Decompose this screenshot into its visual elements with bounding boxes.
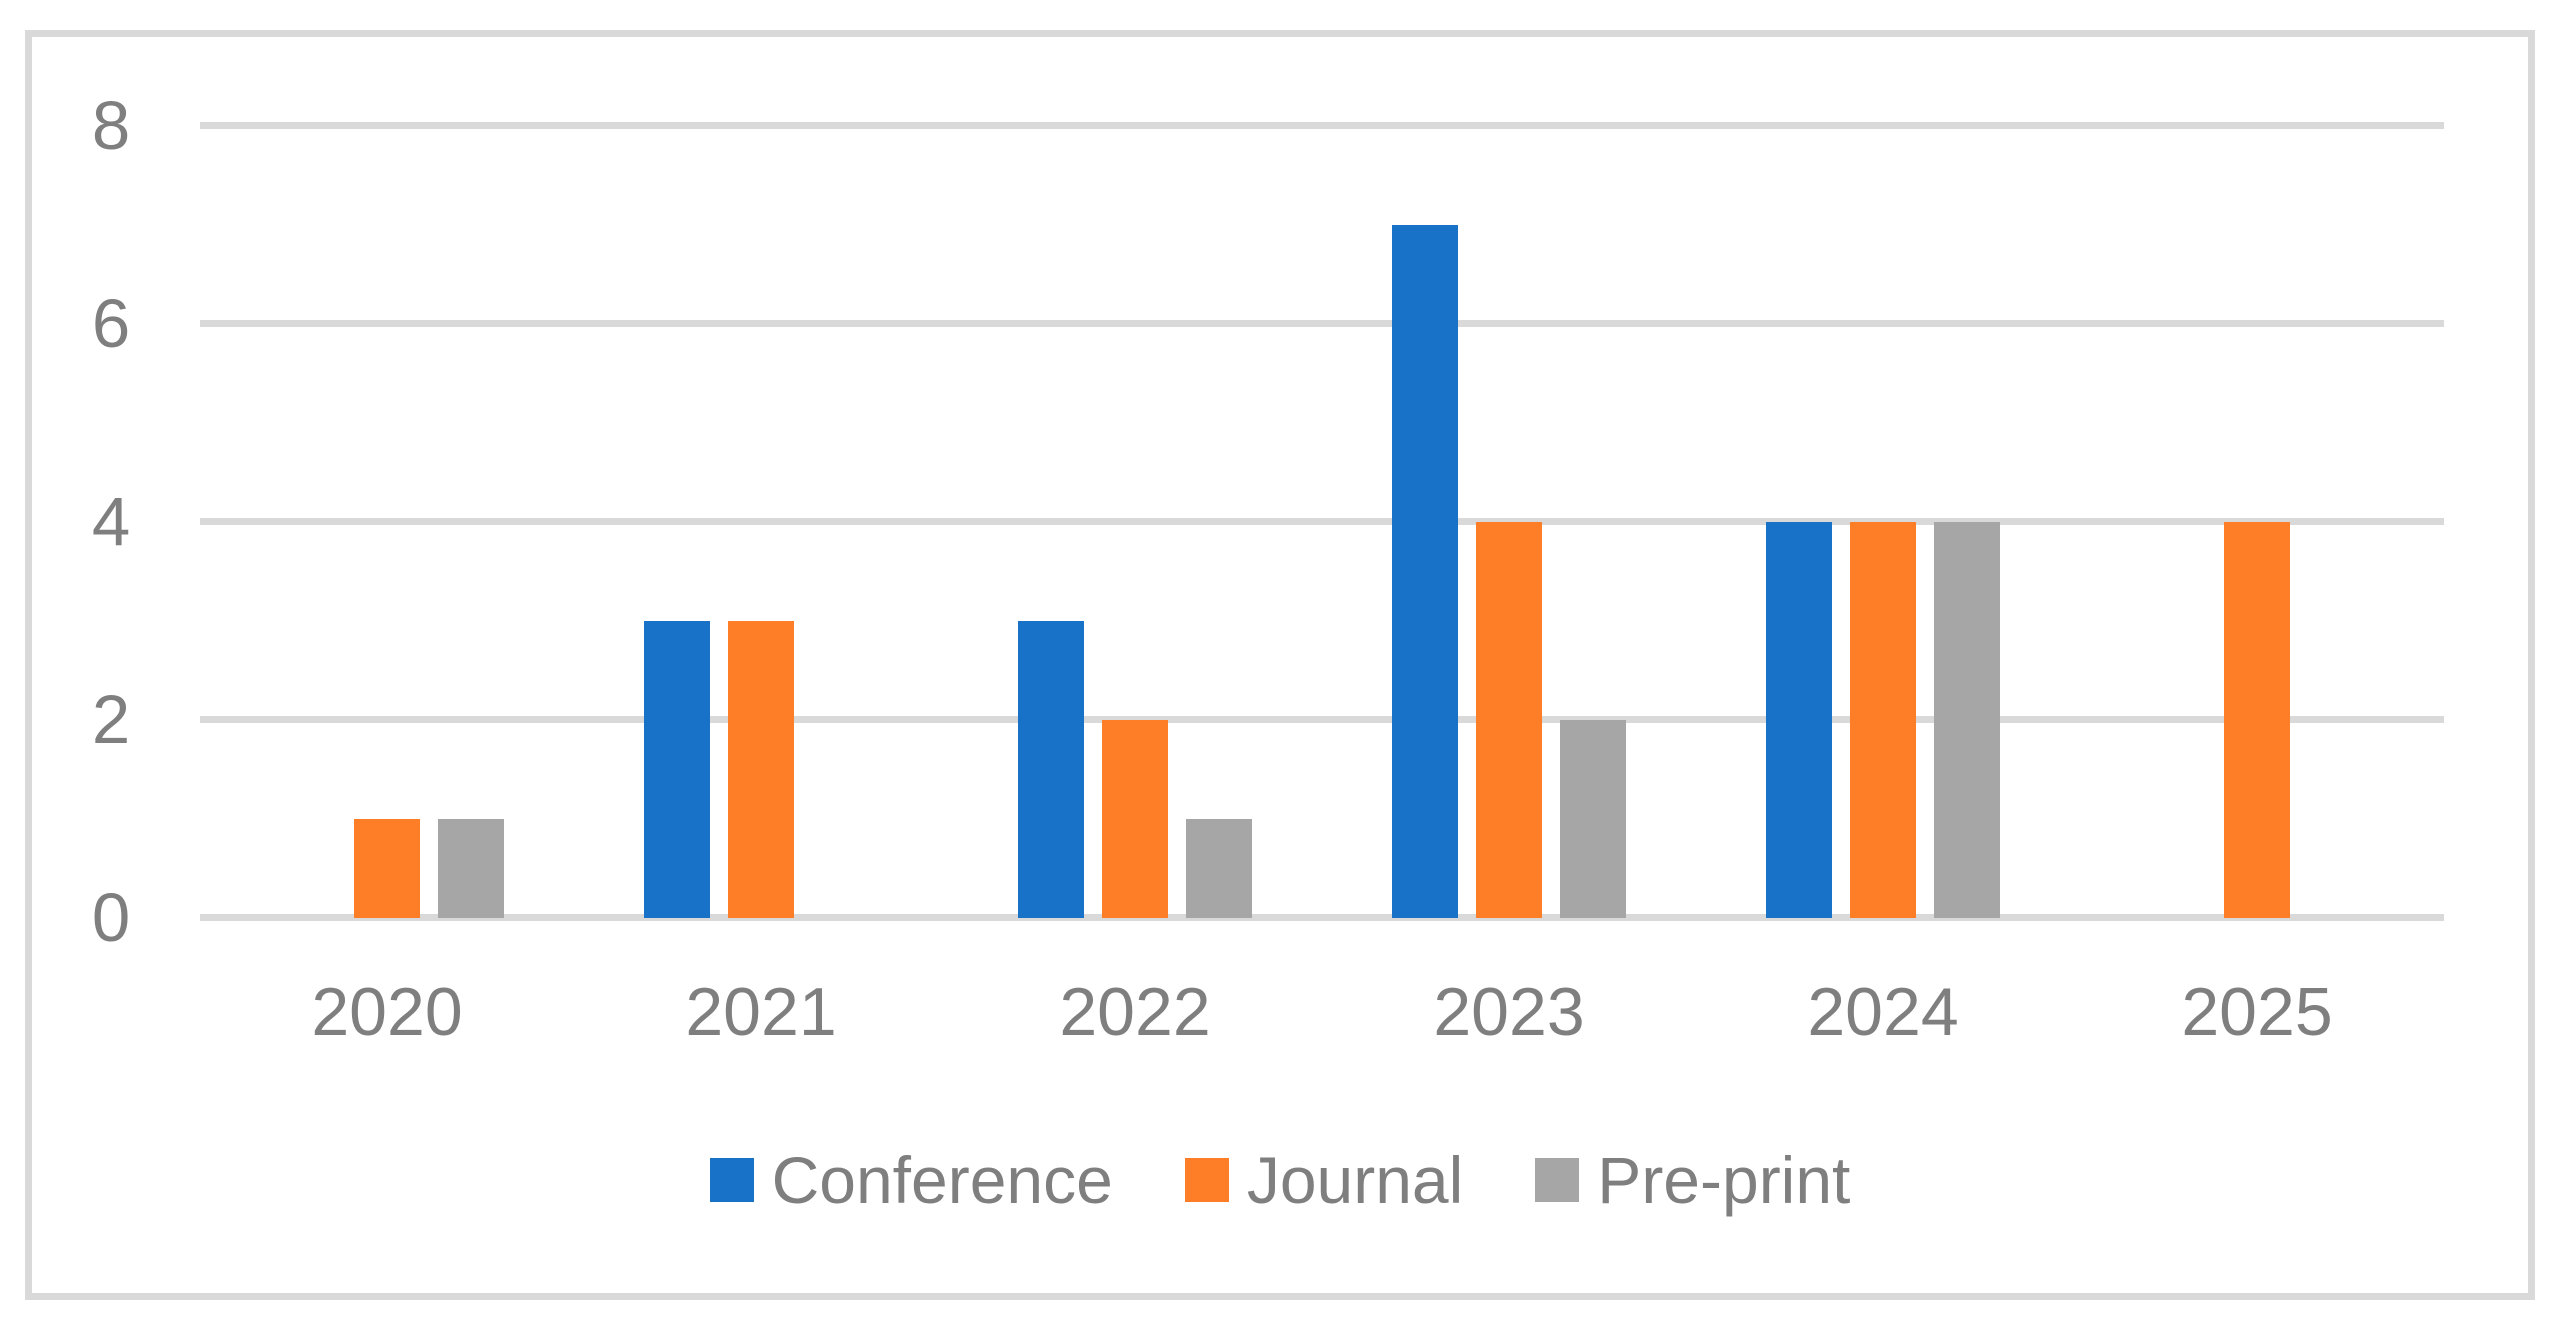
legend-swatch-journal — [1184, 1158, 1229, 1202]
gridline-4 — [200, 518, 2444, 525]
y-tick-label-2: 2 — [91, 681, 131, 758]
bar-pre-print-2024 — [1934, 522, 2000, 918]
legend-swatch-conference — [709, 1158, 754, 1202]
bar-groups — [200, 126, 2444, 918]
x-tick-label-2022: 2022 — [1059, 974, 1211, 1050]
legend-label-conference: Conference — [771, 1143, 1113, 1217]
bar-journal-2020 — [354, 819, 420, 918]
bar-journal-2023 — [1476, 522, 1542, 918]
legend: Conference Journal Pre-print — [25, 1145, 2535, 1215]
legend-item-pre-print: Pre-print — [1535, 1145, 1850, 1215]
legend-item-journal: Journal — [1184, 1143, 1464, 1217]
y-axis: 0 2 4 6 8 — [61, 89, 161, 955]
x-axis: 2020 2021 2022 2023 2024 2025 — [200, 972, 2444, 1052]
gridline-0 — [200, 914, 2444, 921]
bar-journal-2024 — [1850, 522, 1916, 918]
bar-pre-print-2022 — [1186, 819, 1252, 918]
bar-conference-2023 — [1392, 225, 1458, 918]
bar-conference-2022 — [1018, 621, 1084, 918]
bar-pre-print-2020 — [438, 819, 504, 918]
bar-group-2025 — [2070, 126, 2444, 918]
bar-group-2022 — [948, 126, 1322, 918]
y-tick-label-4: 4 — [91, 483, 131, 560]
bar-journal-2021 — [728, 621, 794, 918]
bar-group-2023 — [1322, 126, 1696, 918]
y-tick-label-8: 8 — [91, 87, 131, 164]
gridline-8 — [200, 122, 2444, 129]
legend-label-pre-print: Pre-print — [1597, 1143, 1851, 1217]
x-tick-label-2023: 2023 — [1433, 974, 1585, 1050]
bar-journal-2022 — [1102, 720, 1168, 918]
bar-group-2021 — [574, 126, 948, 918]
bar-group-2020 — [200, 126, 574, 918]
legend-item-conference: Conference — [709, 1143, 1113, 1217]
gridline-6 — [200, 320, 2444, 327]
x-tick-label-2020: 2020 — [311, 974, 463, 1050]
bar-pre-print-2023 — [1560, 720, 1626, 918]
bar-conference-2024 — [1766, 522, 1832, 918]
x-tick-label-2021: 2021 — [685, 974, 837, 1050]
legend-label-journal: Journal — [1246, 1143, 1464, 1217]
bar-conference-2021 — [644, 621, 710, 918]
x-tick-label-2024: 2024 — [1807, 974, 1959, 1050]
y-tick-label-0: 0 — [91, 879, 131, 956]
chart-frame — [25, 30, 2535, 1300]
legend-swatch-pre-print — [1535, 1158, 1580, 1202]
bar-group-2024 — [1696, 126, 2070, 918]
gridline-2 — [200, 716, 2444, 723]
plot-area — [200, 122, 2444, 921]
x-tick-label-2025: 2025 — [2181, 974, 2333, 1050]
bar-journal-2025 — [2224, 522, 2290, 918]
y-tick-label-6: 6 — [91, 285, 131, 362]
